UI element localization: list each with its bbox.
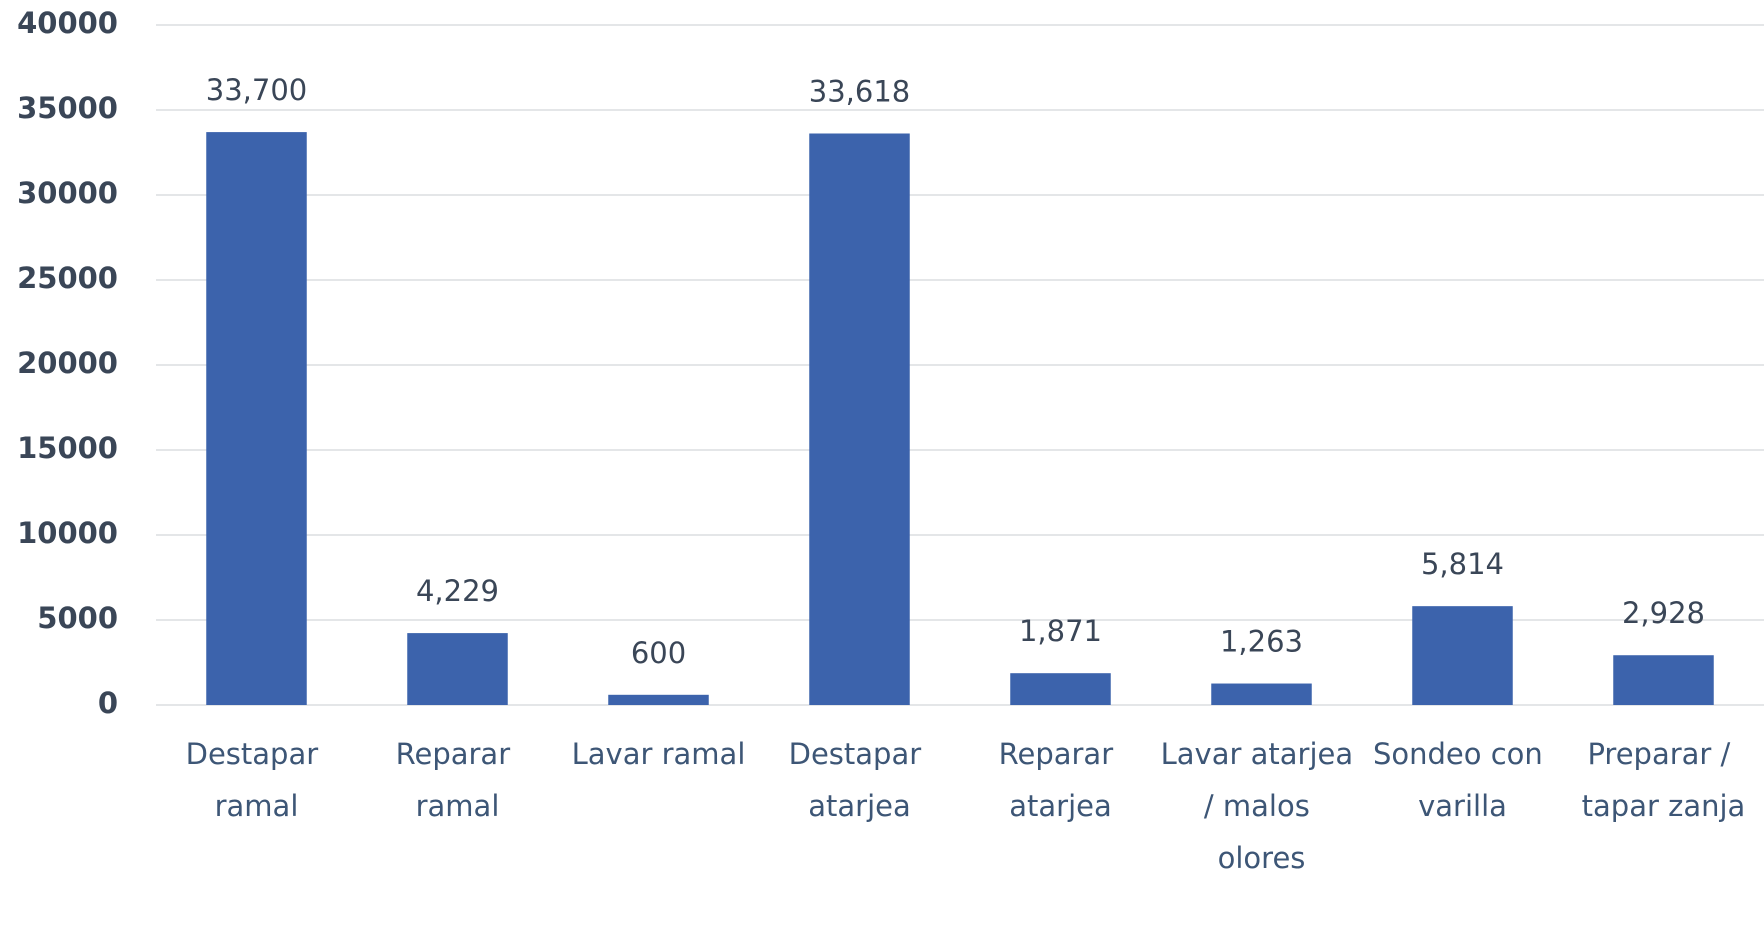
x-tick-label: Lavar atarjea / malos olores xyxy=(1161,737,1363,875)
x-tick-label: Lavar ramal xyxy=(572,737,746,771)
x-tick-label: Destapar atarjea xyxy=(789,737,931,823)
y-tick-label: 10000 xyxy=(17,516,118,550)
y-tick-label: 5000 xyxy=(37,601,118,635)
y-tick-label: 35000 xyxy=(17,91,118,125)
bar xyxy=(1211,683,1312,705)
bar xyxy=(1613,655,1714,705)
data-label: 5,814 xyxy=(1421,547,1504,581)
bar xyxy=(809,133,910,705)
y-tick-label: 15000 xyxy=(17,431,118,465)
x-tick-label: Destapar ramal xyxy=(186,737,328,823)
data-label: 4,229 xyxy=(416,574,499,608)
bar xyxy=(1412,606,1513,705)
y-tick-label: 40000 xyxy=(17,6,118,40)
x-tick-label: Preparar / tapar zanja xyxy=(1582,737,1746,823)
bar xyxy=(206,132,307,706)
y-tick-label: 25000 xyxy=(17,261,118,295)
x-tick-label: Sondeo con varilla xyxy=(1373,737,1552,823)
data-label: 1,871 xyxy=(1019,614,1102,648)
y-tick-label: 0 xyxy=(98,686,118,720)
bar xyxy=(407,633,508,705)
y-tick-label: 20000 xyxy=(17,346,118,380)
x-tick-label: Reparar atarjea xyxy=(999,737,1123,823)
data-label: 33,618 xyxy=(809,74,910,108)
bar xyxy=(608,694,709,705)
data-label: 2,928 xyxy=(1622,596,1705,630)
x-tick-label: Reparar ramal xyxy=(396,737,520,823)
data-label: 33,700 xyxy=(206,73,307,107)
bar xyxy=(1010,673,1111,705)
data-label: 600 xyxy=(631,636,686,670)
data-label: 1,263 xyxy=(1220,625,1303,659)
y-tick-label: 30000 xyxy=(17,176,118,210)
